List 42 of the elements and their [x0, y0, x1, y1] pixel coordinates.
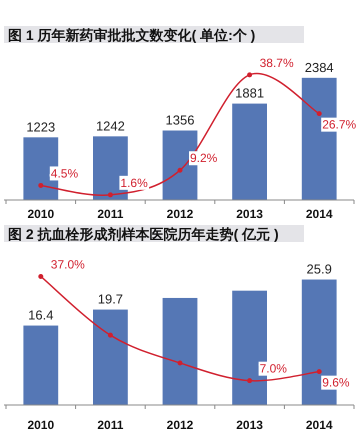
- x-tick-label: 2011: [97, 418, 124, 432]
- data-label: 1.6%: [120, 176, 148, 190]
- x-tick-label: 2013: [236, 418, 264, 432]
- data-label: 16.4: [28, 308, 54, 323]
- point: [247, 72, 252, 78]
- point: [316, 369, 322, 374]
- bar: [23, 326, 58, 405]
- x-tick-label: 2012: [166, 207, 194, 221]
- data-label: 26.7%: [322, 118, 357, 132]
- data-label: 9.2%: [190, 151, 218, 166]
- data-label: 1881: [235, 86, 264, 101]
- bar: [162, 298, 198, 405]
- data-label: 38.7%: [260, 56, 294, 70]
- x-tick-label: 2010: [27, 418, 54, 432]
- x-tick-label: 2012: [166, 418, 194, 432]
- point: [247, 378, 252, 384]
- x-tick-label: 2014: [306, 418, 333, 432]
- point: [38, 182, 44, 188]
- x-tick-label: 2014: [306, 207, 333, 221]
- chart-title: 图 2 抗血栓形成剂样本医院历年走势( 亿元 ): [8, 226, 279, 242]
- x-tick-label: 2010: [27, 207, 54, 221]
- point: [38, 274, 44, 279]
- point: [108, 192, 113, 198]
- data-label: 1356: [166, 112, 194, 128]
- data-label: 37.0%: [50, 257, 86, 272]
- data-label: 19.7: [98, 292, 124, 307]
- point: [178, 168, 182, 173]
- bar: [232, 104, 267, 200]
- data-label: 9.6%: [322, 376, 350, 390]
- data-label: 25.9: [306, 262, 332, 277]
- x-tick-label: 2013: [236, 207, 264, 221]
- data-label: 4.5%: [50, 166, 78, 180]
- bar: [93, 310, 128, 405]
- data-label: 1242: [96, 118, 125, 134]
- point: [108, 332, 113, 338]
- point: [316, 111, 322, 116]
- data-label: 1223: [26, 119, 56, 134]
- x-tick-label: 2011: [97, 207, 124, 221]
- data-label: 2384: [304, 60, 334, 75]
- data-label: 7.0%: [260, 362, 288, 376]
- point: [178, 360, 182, 366]
- chart-title: 图 1 历年新药审批批文数变化( 单位:个 ): [8, 27, 256, 43]
